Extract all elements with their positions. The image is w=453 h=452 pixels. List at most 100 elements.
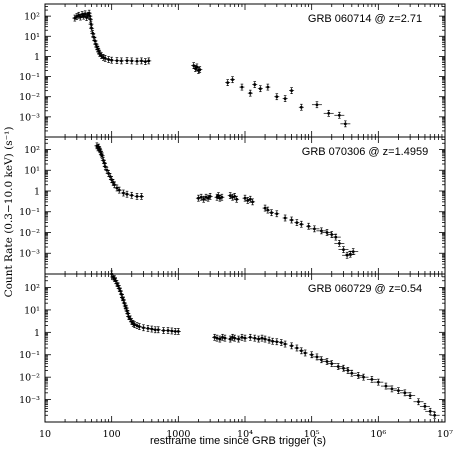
x-tick-label: 100 xyxy=(103,429,121,440)
x-tick-label: 10⁷ xyxy=(437,429,453,440)
data-point xyxy=(294,344,300,352)
data-point xyxy=(282,340,288,348)
data-point xyxy=(252,334,258,342)
y-tick-label: 10⁻² xyxy=(19,373,40,384)
data-point xyxy=(302,349,308,357)
y-tick-label: 10² xyxy=(24,145,40,156)
data-point xyxy=(282,95,288,103)
y-tick-label: 10² xyxy=(24,12,40,23)
data-point xyxy=(326,360,337,368)
data-point xyxy=(207,193,213,200)
data-point xyxy=(142,58,148,65)
data-point xyxy=(134,57,140,65)
data-point xyxy=(306,222,312,230)
panel-2: 10² 10¹ 1 10⁻¹ 10⁻² 10⁻³ GRB 070306 @ z=1.4959 xyxy=(19,136,446,275)
data-point xyxy=(120,189,126,197)
x-tick-label: 10⁵ xyxy=(304,429,320,440)
data-point xyxy=(309,351,315,359)
data-point xyxy=(338,246,349,253)
y-tick-label: 10⁻² xyxy=(19,228,40,239)
data-point xyxy=(116,186,122,194)
y-tick-label: 10⁻² xyxy=(19,92,40,103)
data-point xyxy=(175,328,181,335)
data-point xyxy=(172,328,178,335)
data-point xyxy=(259,334,265,342)
data-point xyxy=(195,67,201,74)
data-point xyxy=(138,193,144,200)
data-point xyxy=(214,334,220,342)
data-point xyxy=(106,56,112,63)
data-point xyxy=(88,20,94,28)
data-point xyxy=(257,85,263,93)
data-point xyxy=(278,339,284,346)
data-point xyxy=(274,338,280,346)
data-point xyxy=(161,327,167,334)
plot-frame xyxy=(44,273,446,423)
data-point xyxy=(274,93,280,101)
data-point xyxy=(265,206,271,214)
data-point xyxy=(109,56,115,64)
data-point xyxy=(386,385,397,393)
x-tick-label: 10 xyxy=(39,429,51,440)
data-point xyxy=(256,335,262,343)
data-point xyxy=(236,335,242,343)
data-point xyxy=(333,363,344,370)
data-point xyxy=(136,323,142,330)
data-point xyxy=(198,193,204,201)
y-tick-label: 1 xyxy=(34,186,40,197)
y-tick-label: 10¹ xyxy=(24,166,40,177)
data-point xyxy=(242,194,248,202)
data-point xyxy=(225,79,231,86)
data-point xyxy=(129,191,135,199)
y-tick-label: 10⁻³ xyxy=(19,395,40,406)
data-point xyxy=(298,103,304,111)
x-tick-label: 10⁴ xyxy=(237,429,253,440)
panel-3: 10² 10¹ 1 10⁻¹ 10⁻² 10⁻³ GRB 060729 @ z=0.54 xyxy=(19,270,446,423)
x-axis-label: restframe time since GRB trigger (s) xyxy=(150,435,326,447)
data-point xyxy=(242,334,248,342)
data-point xyxy=(289,87,295,94)
data-point xyxy=(227,192,233,199)
y-tick-label: 10¹ xyxy=(24,305,40,316)
x-tick-label: 1000 xyxy=(166,429,190,440)
panel-label: GRB 060714 @ z=2.71 xyxy=(308,13,422,25)
data-point xyxy=(282,214,288,222)
y-tick-label: 10² xyxy=(24,283,40,294)
data-point xyxy=(269,209,275,217)
data-point xyxy=(358,373,369,381)
data-point xyxy=(348,248,359,255)
y-axis-label: Count Rate (0.3−10.0 keV) (s⁻¹) xyxy=(3,127,15,298)
data-point xyxy=(89,24,95,32)
panel-label: GRB 060729 @ z=0.54 xyxy=(308,283,422,295)
data-point xyxy=(72,14,78,22)
y-tick-label: 10⁻³ xyxy=(19,249,40,260)
data-point xyxy=(393,387,404,395)
data-point xyxy=(345,250,356,258)
data-point xyxy=(195,194,201,202)
data-point xyxy=(129,57,135,65)
data-point xyxy=(316,227,327,235)
data-point xyxy=(289,342,295,350)
data-point xyxy=(311,101,322,109)
data-point xyxy=(330,233,341,241)
data-point xyxy=(262,335,268,343)
data-point xyxy=(266,336,272,344)
data-point xyxy=(323,109,334,117)
y-tick-label: 10¹ xyxy=(24,32,40,43)
data-point xyxy=(380,382,391,390)
data-point xyxy=(262,204,268,212)
data-point xyxy=(274,210,280,218)
data-point xyxy=(309,225,320,233)
data-point xyxy=(155,326,161,334)
data-point xyxy=(114,57,120,64)
data-point xyxy=(145,325,151,332)
data-point xyxy=(239,83,245,91)
data-point xyxy=(289,216,295,224)
data-point xyxy=(373,378,384,386)
data-point xyxy=(425,407,436,415)
data-point xyxy=(270,337,276,345)
data-point xyxy=(146,57,152,65)
data-point xyxy=(265,83,271,91)
data-point xyxy=(140,324,146,332)
panel-1: 10² 10¹ 1 10⁻¹ 10⁻² 10⁻³ GRB 060714 @ z=2.71 xyxy=(19,3,446,138)
